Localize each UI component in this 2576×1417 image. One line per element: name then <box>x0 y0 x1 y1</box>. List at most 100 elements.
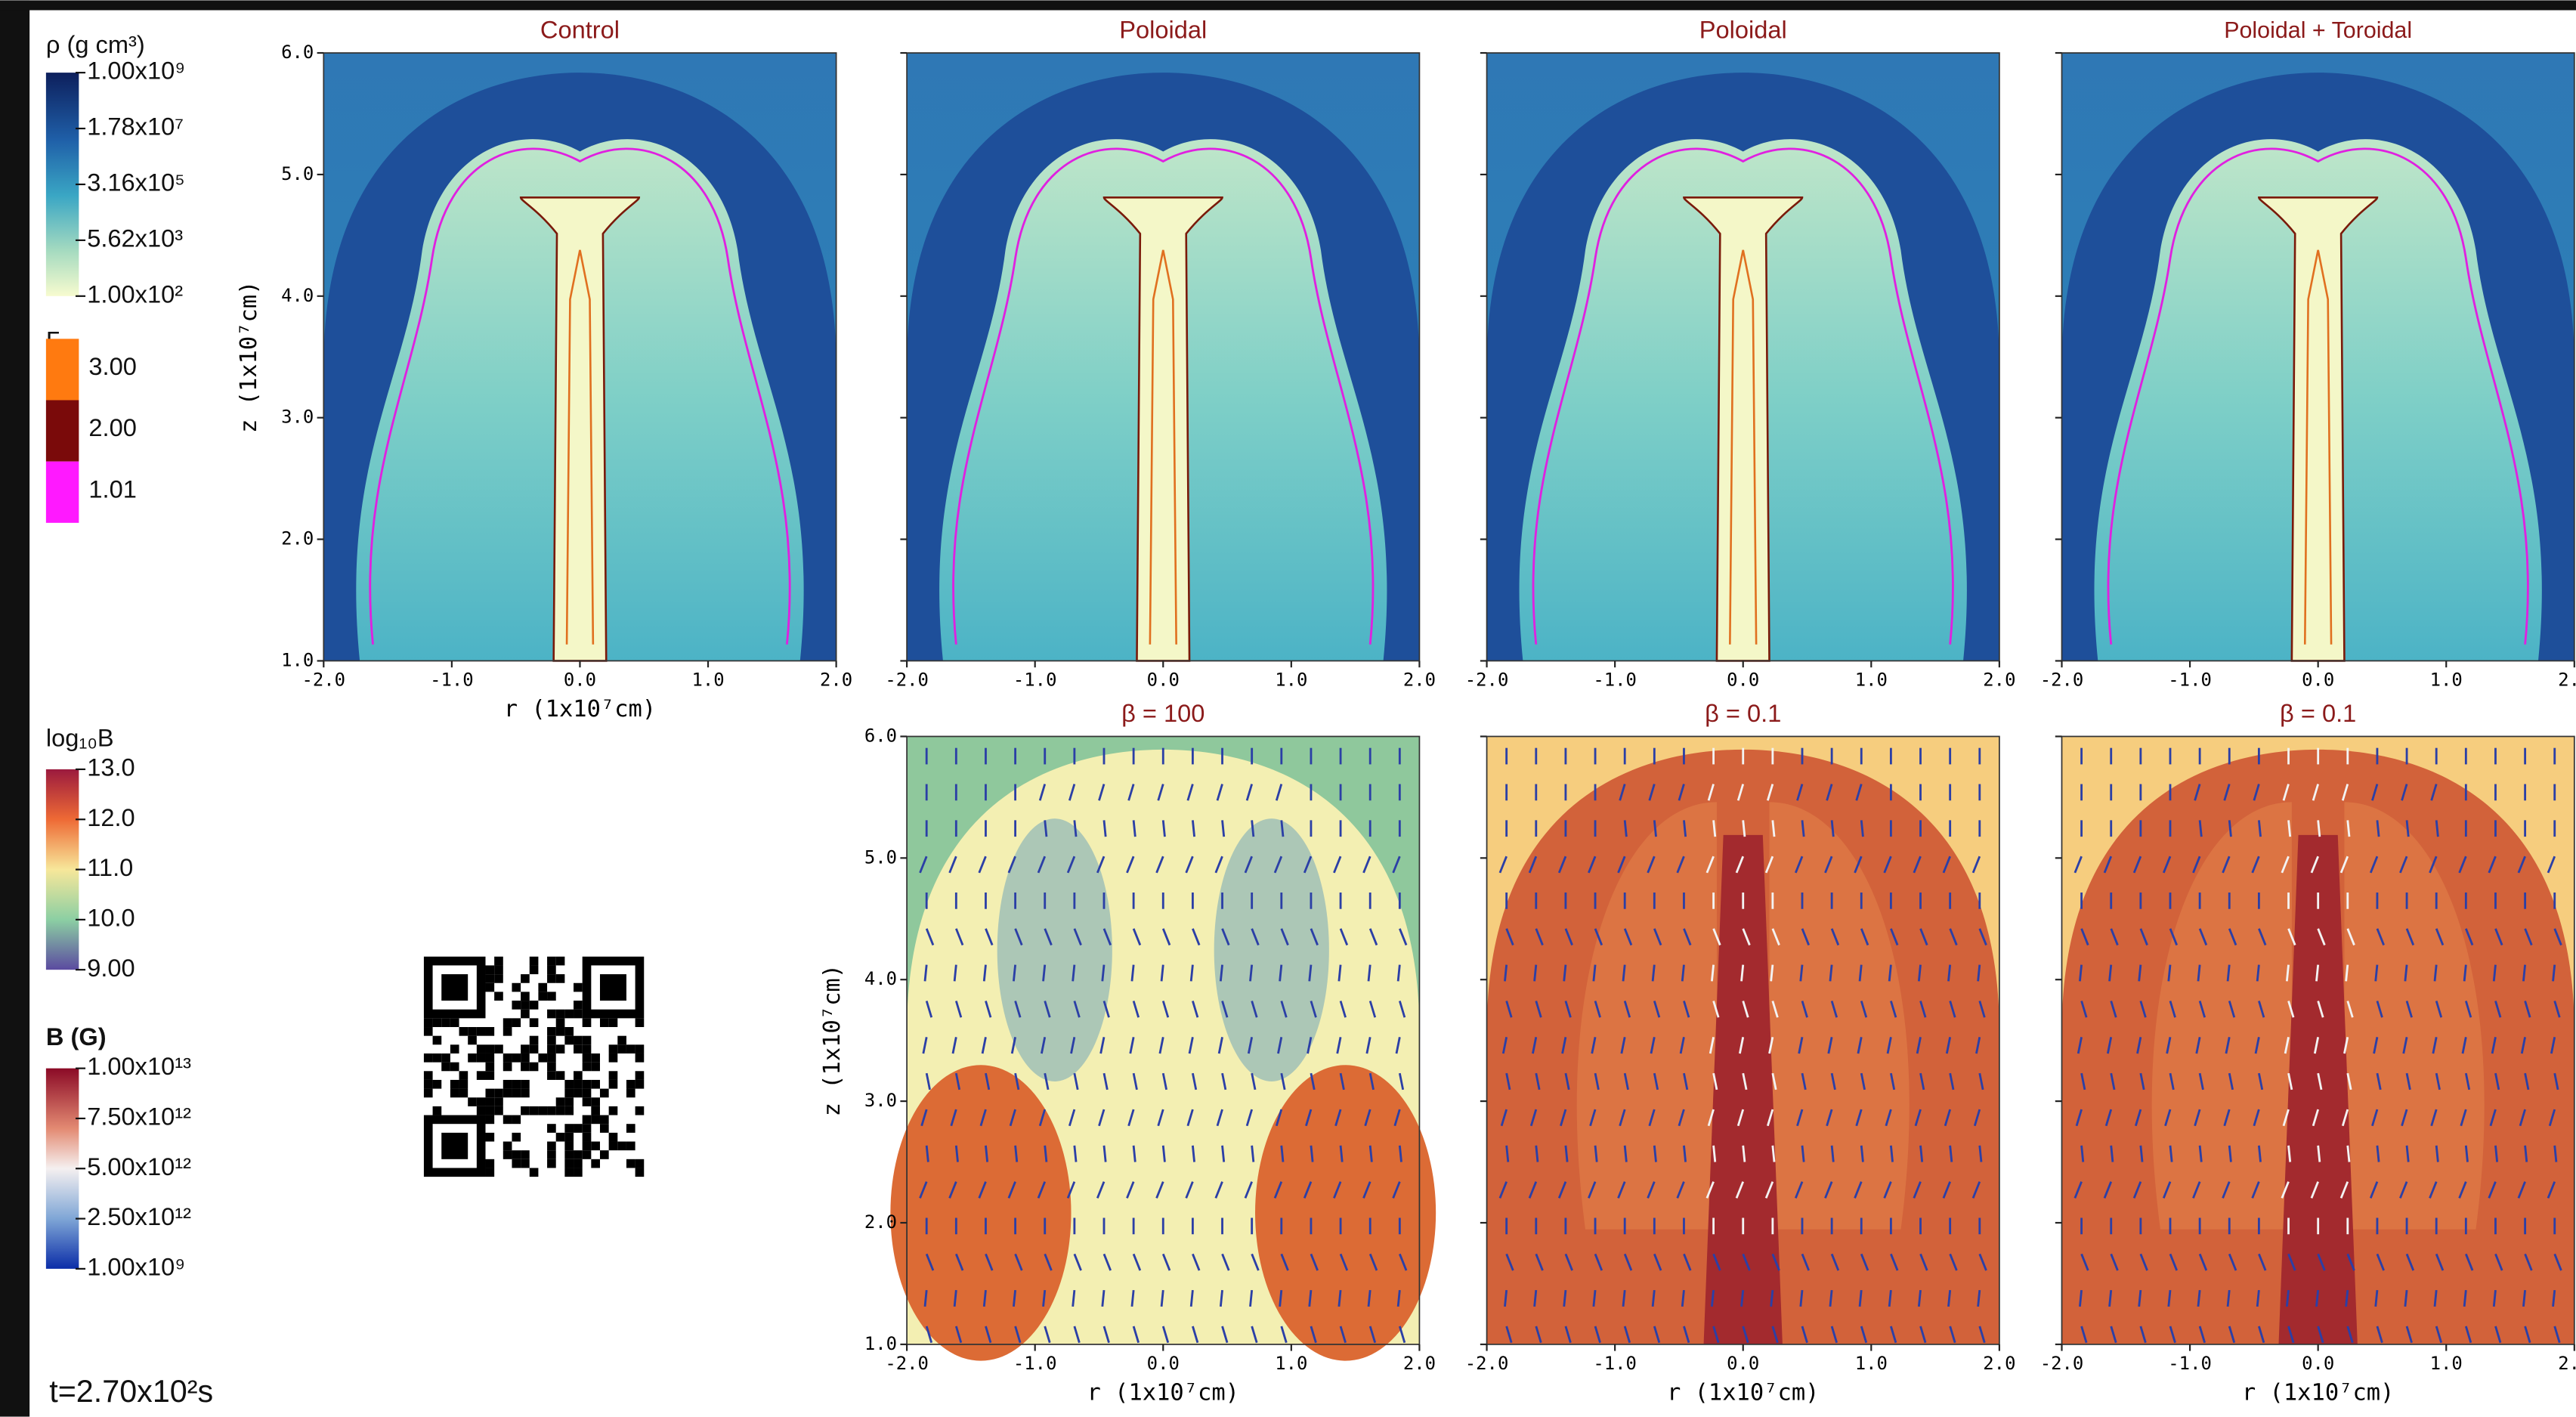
qr-cell <box>503 1053 512 1063</box>
qr-cell <box>530 1044 539 1053</box>
qr-cell <box>591 1063 600 1072</box>
qr-cell <box>583 1080 592 1089</box>
qr-cell <box>583 1053 592 1063</box>
panel-title: β = 0.1 <box>2280 699 2356 727</box>
panel-title: Poloidal <box>1699 15 1787 43</box>
x-axis-label: r (1x10⁷cm) <box>504 696 656 722</box>
x-tick-label: -2.0 <box>2040 1353 2084 1374</box>
qr-cell <box>583 1124 592 1133</box>
qr-cell <box>609 1106 618 1115</box>
qr-cell <box>635 1168 645 1177</box>
qr-cell <box>512 1053 521 1063</box>
qr-cell <box>564 1124 574 1133</box>
x-tick-label: 1.0 <box>1275 670 1307 691</box>
density-panel <box>1487 53 1999 661</box>
x-tick-label: -1.0 <box>1013 670 1057 691</box>
qr-cell <box>626 1124 635 1133</box>
qr-cell <box>485 1097 494 1106</box>
qr-cell <box>512 1001 521 1010</box>
figure: t=2.70x10²s ρ (g cm³)1.00x10⁹1.78x10⁷3.1… <box>0 0 2576 1417</box>
qr-cell <box>459 1071 469 1080</box>
qr-cell <box>433 1036 442 1045</box>
qr-cell <box>521 1080 530 1089</box>
qr-cell <box>494 957 503 966</box>
qr-cell <box>538 1106 547 1115</box>
qr-cell <box>530 1063 539 1072</box>
qr-cell <box>564 1027 574 1036</box>
qr-cell <box>530 1036 539 1045</box>
qr-cell <box>600 1150 609 1159</box>
qr-cell <box>609 1080 618 1089</box>
qr-cell <box>433 1053 442 1063</box>
qr-cell <box>635 1018 645 1027</box>
qr-cell <box>477 1106 486 1115</box>
qr-cell <box>591 1097 600 1106</box>
qr-cell <box>556 1097 565 1106</box>
qr-cell <box>485 1044 494 1053</box>
qr-cell <box>485 1168 494 1177</box>
qr-cell <box>609 1044 618 1053</box>
qr-cell <box>521 1089 530 1098</box>
qr-cell <box>459 1027 469 1036</box>
x-tick-label: 0.0 <box>1727 670 1759 691</box>
qr-cell <box>635 1071 645 1080</box>
density-panel <box>907 53 1419 661</box>
qr-cell <box>485 965 494 974</box>
qr-cell <box>485 1115 494 1125</box>
qr-cell <box>538 1053 547 1063</box>
qr-cell <box>477 1097 486 1106</box>
qr-cell <box>564 1010 574 1019</box>
panel-title: Poloidal <box>1119 15 1207 43</box>
qr-cell <box>547 1150 556 1159</box>
qr-cell <box>503 1142 512 1151</box>
x-tick-label: -1.0 <box>1013 1353 1057 1374</box>
qr-cell <box>424 1018 433 1027</box>
qr-cell <box>583 1142 592 1151</box>
qr-cell <box>547 1106 556 1115</box>
qr-cell <box>574 1036 583 1045</box>
qr-cell <box>583 1115 592 1125</box>
qr-finder <box>441 974 468 1001</box>
qr-cell <box>468 1027 477 1036</box>
qr-cell <box>485 1071 494 1080</box>
qr-cell <box>583 1150 592 1159</box>
qr-cell <box>450 1080 459 1089</box>
qr-cell <box>521 1063 530 1072</box>
x-tick-label: -2.0 <box>2040 670 2084 691</box>
qr-cell <box>547 974 556 983</box>
qr-cell <box>617 1036 626 1045</box>
qr-cell <box>530 1001 539 1010</box>
qr-cell <box>609 1053 618 1063</box>
qr-cell <box>450 1044 459 1053</box>
x-tick-label: -1.0 <box>430 670 474 691</box>
qr-cell <box>574 1071 583 1080</box>
qr-cell <box>564 1142 574 1151</box>
qr-cell <box>450 1089 459 1098</box>
qr-cell <box>547 992 556 1001</box>
y-tick-label: 5.0 <box>864 846 897 868</box>
qr-cell <box>626 1089 635 1098</box>
qr-cell <box>477 1053 486 1063</box>
colorbar-label: 2.50x10¹² <box>87 1202 191 1230</box>
x-tick-label: -1.0 <box>1593 670 1637 691</box>
qr-cell <box>574 1001 583 1010</box>
x-tick-label: 1.0 <box>691 670 724 691</box>
qr-cell <box>574 1168 583 1177</box>
qr-cell <box>503 1089 512 1098</box>
x-tick-label: -1.0 <box>1593 1353 1637 1374</box>
qr-cell <box>477 1027 486 1036</box>
field-panel <box>2062 736 2574 1344</box>
qr-cell <box>574 1044 583 1053</box>
colorbar-label: 2.00 <box>88 413 136 441</box>
x-tick-label: -1.0 <box>2168 1353 2212 1374</box>
qr-cell <box>547 965 556 974</box>
qr-cell <box>547 1124 556 1133</box>
qr-cell <box>521 1150 530 1159</box>
qr-cell <box>556 957 565 966</box>
density-panel <box>2062 53 2574 661</box>
qr-cell <box>609 1142 618 1151</box>
qr-cell <box>547 957 556 966</box>
qr-cell <box>547 1027 556 1036</box>
y-tick-label: 1.0 <box>281 649 314 670</box>
qr-cell <box>556 1027 565 1036</box>
